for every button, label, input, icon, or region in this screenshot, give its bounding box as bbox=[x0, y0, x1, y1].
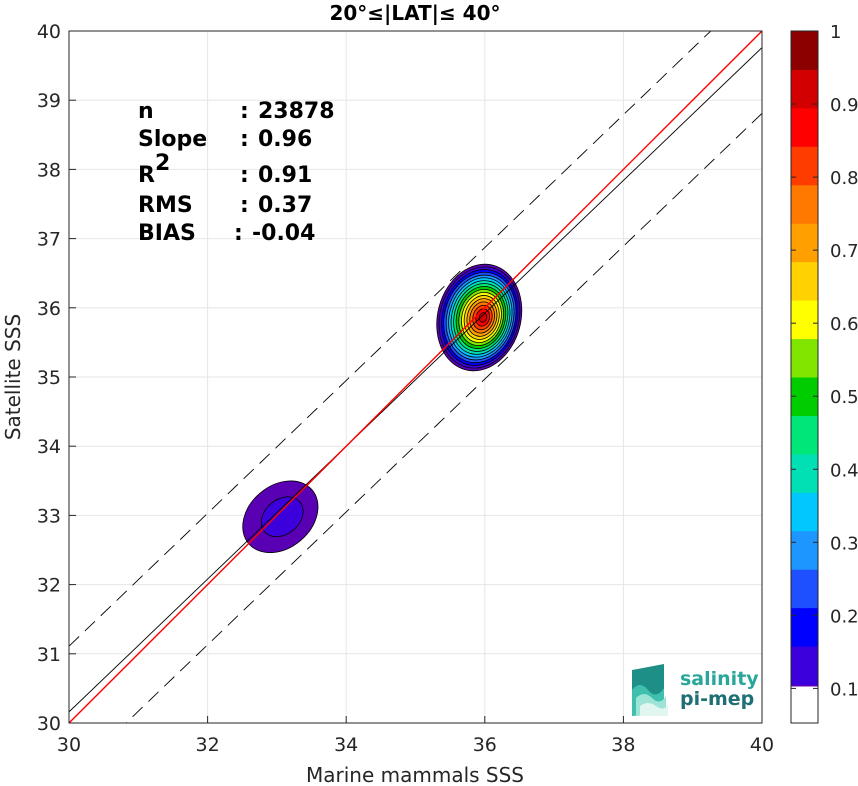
colorbar-level bbox=[791, 492, 818, 532]
colorbar-tick-label: 0.7 bbox=[830, 241, 858, 262]
colorbar-level bbox=[791, 530, 818, 570]
colorbar-frame bbox=[790, 30, 819, 724]
stats-box: n: 23878 Slope: 0.96 R 2: 0.91 RMS: 0.37 BIAS… bbox=[138, 99, 335, 246]
y-tick-label: 30 bbox=[37, 713, 61, 735]
x-tick-label: 30 bbox=[57, 734, 81, 756]
colorbar-level bbox=[791, 607, 818, 647]
density-clusters bbox=[242, 263, 523, 554]
stat-value: 0.96 bbox=[258, 127, 312, 152]
colorbar-level bbox=[791, 300, 818, 340]
colorbar-tick-label: 0.9 bbox=[830, 95, 858, 116]
y-tick-label: 32 bbox=[37, 575, 61, 597]
density-contour bbox=[478, 312, 488, 323]
x-tick-label: 34 bbox=[334, 734, 358, 756]
colorbar-level bbox=[791, 415, 818, 455]
stat-value: 23878 bbox=[258, 99, 335, 124]
stat-key: n bbox=[138, 99, 154, 124]
stat-separator: : bbox=[240, 163, 249, 188]
lower-bound-line bbox=[125, 113, 762, 723]
colorbar-level bbox=[791, 453, 818, 493]
colorbar-tick-label: 0.1 bbox=[830, 679, 858, 700]
logo: salinity pi-mep bbox=[632, 664, 759, 716]
colorbar-tick-label: 0.3 bbox=[830, 533, 858, 554]
stat-value: 0.37 bbox=[258, 193, 312, 218]
stat-separator: : bbox=[240, 99, 249, 124]
colorbar-level bbox=[791, 569, 818, 609]
y-tick-label: 39 bbox=[37, 90, 61, 112]
chart-title: 20°≤|LAT|≤ 40° bbox=[329, 1, 500, 25]
y-tick-label: 34 bbox=[37, 436, 61, 458]
y-tick-label: 33 bbox=[37, 505, 61, 527]
colorbar-tick-label: 0.6 bbox=[830, 314, 858, 335]
logo-line1: salinity bbox=[680, 668, 759, 690]
x-tick-label: 38 bbox=[611, 734, 635, 756]
y-tick-label: 35 bbox=[37, 367, 61, 389]
colorbar-tick-label: 0.8 bbox=[830, 168, 858, 189]
stat-separator: : bbox=[234, 221, 243, 246]
colorbar-level bbox=[791, 686, 818, 723]
x-ticks: 30 32 34 36 38 40 bbox=[57, 716, 774, 756]
stat-key: Slope bbox=[138, 127, 207, 152]
x-tick-label: 36 bbox=[473, 734, 497, 756]
y-tick-label: 38 bbox=[37, 159, 61, 181]
colorbar-level bbox=[791, 31, 818, 70]
colorbar: 0.1 0.2 0.3 0.4 0.5 0.6 0.7 0.8 0.9 1 bbox=[790, 22, 858, 724]
y-tick-label: 37 bbox=[37, 229, 61, 251]
colorbar-level bbox=[791, 223, 818, 263]
colorbar-level bbox=[791, 184, 818, 224]
reference-lines bbox=[69, 31, 762, 723]
stat-value: -0.04 bbox=[252, 221, 315, 246]
y-ticks: 30 31 32 33 34 35 36 37 38 39 40 bbox=[37, 21, 76, 735]
density-cluster bbox=[242, 480, 319, 554]
logo-line2: pi-mep bbox=[680, 688, 754, 710]
grid bbox=[68, 30, 763, 724]
density-contour bbox=[260, 496, 304, 538]
y-tick-label: 40 bbox=[37, 21, 61, 43]
stat-separator: : bbox=[240, 127, 249, 152]
colorbar-level bbox=[791, 646, 818, 686]
x-axis-label: Marine mammals SSS bbox=[306, 763, 524, 786]
y-tick-label: 31 bbox=[37, 644, 61, 666]
colorbar-tick-label: 0.5 bbox=[830, 387, 858, 408]
colorbar-tick-label: 1 bbox=[830, 22, 841, 43]
colorbar-tick-label: 0.2 bbox=[830, 606, 858, 627]
stat-key: RMS bbox=[138, 193, 193, 218]
y-tick-label: 36 bbox=[37, 298, 61, 320]
colorbar-level bbox=[791, 338, 818, 378]
logo-wave-icon bbox=[632, 664, 668, 716]
fit-line bbox=[69, 47, 762, 713]
upper-bound-line bbox=[69, 31, 712, 647]
stat-key: BIAS bbox=[138, 221, 196, 246]
stat-key: R bbox=[138, 163, 155, 188]
colorbar-level bbox=[791, 261, 818, 301]
stat-value: 0.91 bbox=[258, 163, 312, 188]
colorbar-level bbox=[791, 69, 818, 109]
x-tick-label: 32 bbox=[196, 734, 220, 756]
identity-line bbox=[69, 31, 762, 723]
colorbar-tick-label: 0.4 bbox=[830, 460, 858, 481]
y-axis-label: Satellite SSS bbox=[1, 314, 25, 440]
stat-key-superscript: 2 bbox=[155, 151, 170, 176]
colorbar-level bbox=[791, 146, 818, 186]
colorbar-level bbox=[791, 107, 818, 147]
stat-separator: : bbox=[240, 193, 249, 218]
density-cluster bbox=[436, 263, 523, 372]
x-tick-label: 40 bbox=[750, 734, 774, 756]
